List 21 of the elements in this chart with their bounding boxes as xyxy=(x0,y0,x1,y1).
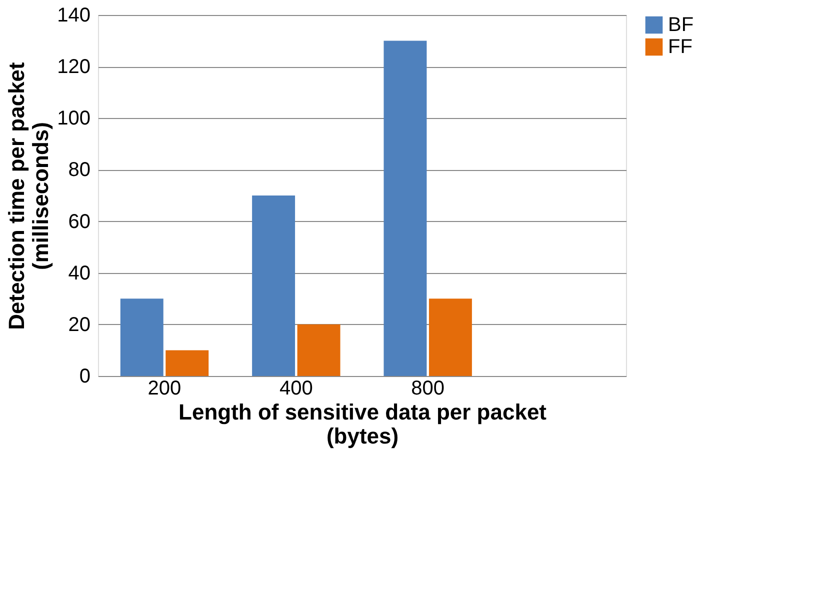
y-tick-label: 80 xyxy=(68,159,90,182)
y-axis-title: Detection time per packet (milliseconds) xyxy=(4,61,54,330)
legend-label: FF xyxy=(668,36,692,58)
y-tick-label: 60 xyxy=(68,210,90,233)
y-tick-label: 100 xyxy=(57,108,90,130)
y-tick-label: 120 xyxy=(57,56,90,78)
y-tick-label: 20 xyxy=(68,314,90,336)
y-tick-label: 40 xyxy=(68,262,90,284)
bar xyxy=(428,298,472,376)
x-tick-label: 800 xyxy=(411,378,445,400)
bar xyxy=(252,196,296,376)
bar xyxy=(297,324,340,376)
x-tick-label: 400 xyxy=(279,378,313,400)
bar xyxy=(120,298,164,376)
y-tick-label: 0 xyxy=(79,366,90,388)
bar xyxy=(384,40,427,376)
x-tick-label: 200 xyxy=(148,378,182,400)
y-tick-label: 140 xyxy=(57,4,90,26)
x-axis-title: Length of sensitive data per packet (bytes) xyxy=(178,400,548,448)
bar xyxy=(166,350,209,376)
legend-label: BF xyxy=(668,14,694,36)
